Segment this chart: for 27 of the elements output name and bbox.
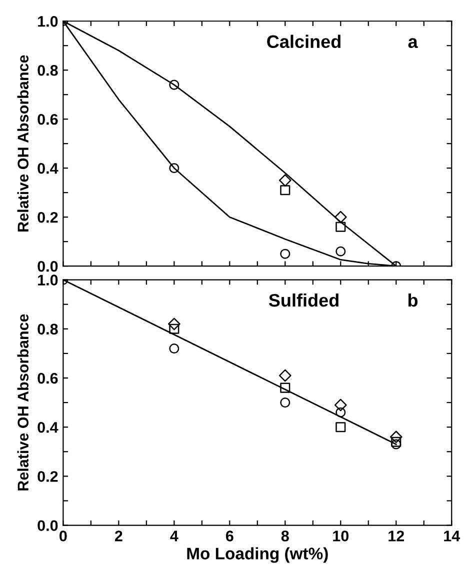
x-tick-label: 6 — [226, 530, 234, 542]
x-tick-label: 8 — [281, 530, 289, 542]
annotation: b — [408, 293, 418, 307]
y-tick-label: 0.2 — [38, 212, 58, 223]
annotation: Calcined — [267, 34, 340, 48]
y-tick-label: 1.0 — [38, 16, 58, 27]
y-tick-label: 0.4 — [38, 422, 58, 433]
x-tick-label: 2 — [114, 530, 122, 542]
y-tick-label: 1.0 — [38, 274, 58, 286]
y-tick-label: 0.2 — [38, 471, 58, 482]
x-tick-label: 0 — [60, 530, 67, 542]
y-tick-label: 0.0 — [38, 520, 58, 532]
y-tick-label: 0.0 — [38, 260, 58, 272]
annotation: a — [408, 38, 418, 48]
x-tick-label: 14 — [444, 530, 460, 542]
y-tick-label: 0.8 — [38, 324, 58, 335]
x-tick-label: 12 — [388, 530, 404, 542]
y-tick-label: 0.4 — [38, 162, 58, 174]
y-axis-title: Relative OH Absorbance — [17, 314, 29, 490]
x-tick-label: 10 — [333, 530, 349, 542]
x-tick-label: 4 — [170, 530, 178, 542]
x-axis-title: Mo Loading (wt%) — [187, 547, 328, 563]
y-tick-label: 0.6 — [38, 114, 58, 125]
y-tick-label: 0.6 — [38, 372, 58, 384]
annotation: Sulfided — [268, 293, 338, 307]
y-axis-title: Relative OH Absorbance — [17, 55, 29, 232]
y-tick-label: 0.8 — [38, 64, 58, 76]
